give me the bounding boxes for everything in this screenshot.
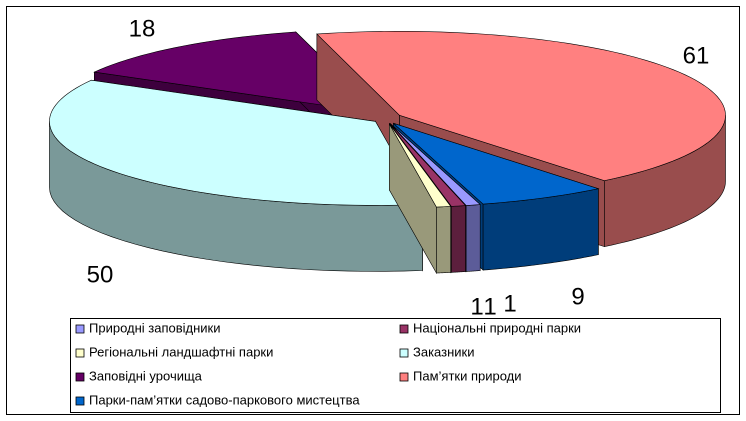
pie-slice — [389, 122, 452, 275]
data-label: 50 — [87, 261, 114, 288]
legend-swatch — [399, 324, 409, 334]
data-label: 18 — [129, 15, 156, 42]
slice-wall — [451, 205, 466, 273]
legend-label: Пам’ятки природи — [413, 368, 522, 383]
legend — [70, 318, 721, 413]
slice-top — [49, 79, 424, 206]
slice-wall — [465, 204, 481, 272]
pie — [49, 31, 726, 275]
slice-top — [389, 123, 467, 207]
legend-swatch — [75, 396, 85, 406]
legend-swatch — [75, 372, 85, 382]
legend-swatch — [75, 324, 85, 334]
legend-swatch — [75, 348, 85, 358]
pie-slice — [49, 79, 424, 272]
legend-swatch — [399, 348, 409, 358]
slice-top — [393, 123, 600, 205]
data-labels: 1 1 1 50 18 61 9 — [87, 15, 710, 320]
data-label: 9 — [571, 283, 584, 310]
data-label: 61 — [683, 42, 710, 69]
slice-top — [389, 123, 452, 208]
legend-label: Регіональні ландшафтні парки — [89, 344, 273, 359]
data-label: 1 — [503, 290, 516, 317]
legend-items: Природні заповідники Національні природні… — [75, 320, 581, 407]
slice-wall — [436, 206, 452, 274]
slice-top — [93, 31, 380, 114]
slice-top — [390, 123, 481, 206]
data-label: 1 — [483, 293, 496, 320]
legend-label: Природні заповідники — [89, 320, 221, 335]
legend-label: Парки-пам’ятки садово-паркового мистецтв… — [89, 392, 360, 407]
legend-swatch — [399, 372, 409, 382]
slice-top — [316, 31, 726, 181]
data-label: 1 — [470, 293, 483, 320]
legend-label: Заповідні урочища — [89, 368, 203, 383]
legend-label: Національні природні парки — [413, 320, 581, 335]
legend-label: Заказники — [413, 344, 475, 359]
